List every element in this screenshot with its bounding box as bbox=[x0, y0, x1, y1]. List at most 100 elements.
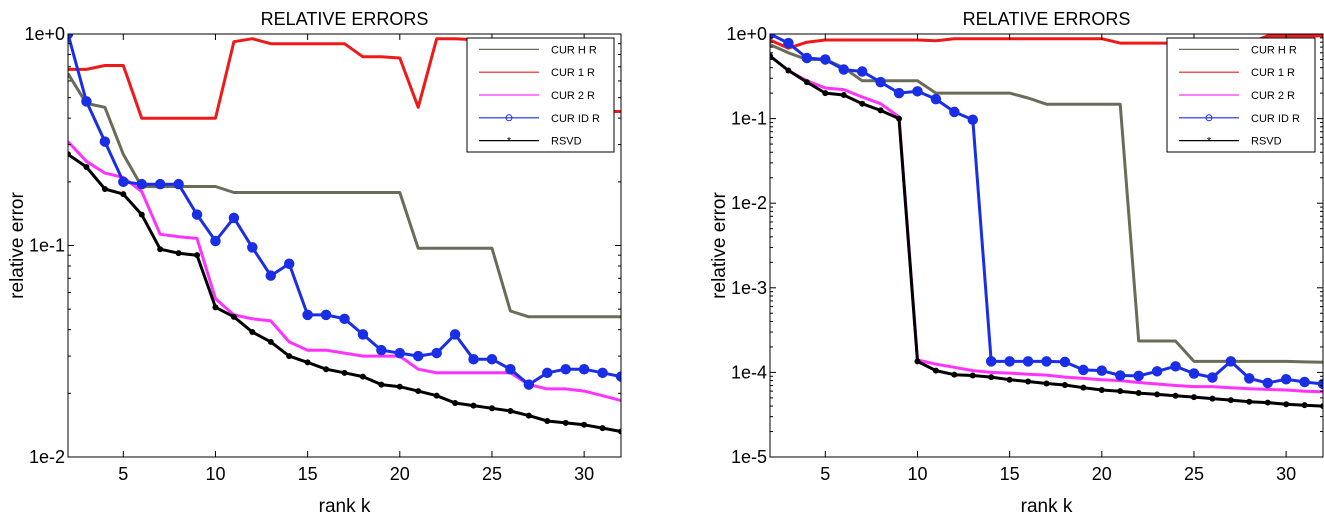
legend: CUR H R CUR 1 R CUR 2 R CUR ID R * RSVD bbox=[1166, 37, 1316, 153]
legend-label: CUR ID R bbox=[551, 113, 600, 125]
data-point bbox=[801, 52, 813, 64]
data-point bbox=[1227, 397, 1234, 404]
legend-label: RSVD bbox=[1251, 136, 1282, 148]
data-point bbox=[230, 313, 237, 320]
data-point bbox=[1244, 373, 1255, 384]
x-tick-label: 25 bbox=[1184, 464, 1204, 484]
data-point bbox=[578, 363, 590, 375]
data-point bbox=[359, 373, 366, 380]
data-point bbox=[157, 246, 164, 253]
chart-panel-2: RELATIVE ERRORS 5 10 15 20 25 30 1e-5 1e-4 1e-3 1e… bbox=[709, 9, 1324, 517]
data-point bbox=[618, 428, 621, 435]
y-tick-label: 1e-4 bbox=[731, 362, 767, 382]
x-tick-label: 10 bbox=[205, 464, 225, 484]
x-axis-label: rank k bbox=[1021, 496, 1073, 517]
x-tick-label: 15 bbox=[298, 464, 318, 484]
data-point bbox=[1151, 366, 1163, 377]
plot-area bbox=[770, 34, 1323, 410]
x-tick-label: 30 bbox=[574, 464, 594, 484]
data-point bbox=[194, 252, 201, 259]
data-point bbox=[1080, 384, 1087, 391]
data-point bbox=[138, 211, 145, 218]
data-point bbox=[914, 358, 921, 365]
data-point bbox=[1225, 356, 1237, 367]
data-point bbox=[770, 52, 773, 59]
data-point bbox=[302, 309, 313, 321]
data-point bbox=[1041, 356, 1052, 367]
data-point bbox=[1135, 390, 1142, 397]
y-tick-label: 1e-1 bbox=[731, 109, 767, 129]
data-point bbox=[304, 359, 311, 366]
data-point bbox=[118, 176, 129, 188]
data-point bbox=[988, 374, 995, 381]
data-point bbox=[212, 304, 219, 311]
data-point bbox=[1317, 378, 1323, 390]
data-point bbox=[247, 242, 258, 253]
data-point bbox=[1299, 376, 1310, 388]
x-axis-label: rank k bbox=[319, 496, 371, 517]
data-point bbox=[449, 329, 461, 340]
data-point bbox=[1301, 402, 1308, 409]
data-point bbox=[267, 338, 274, 345]
data-point bbox=[525, 412, 532, 419]
data-point bbox=[210, 235, 221, 247]
data-point bbox=[191, 209, 203, 220]
data-point bbox=[859, 100, 866, 107]
y-tick-label: 1e+0 bbox=[24, 24, 65, 44]
legend-entry: CUR H R bbox=[479, 44, 597, 56]
data-point bbox=[120, 191, 127, 198]
y-tick-label: 1e-3 bbox=[731, 278, 767, 298]
legend-label: CUR H R bbox=[1251, 44, 1297, 56]
data-point bbox=[339, 313, 350, 325]
x-tick-label: 25 bbox=[482, 464, 502, 484]
x-tick-label: 30 bbox=[1276, 464, 1296, 484]
data-point bbox=[932, 367, 939, 374]
data-point bbox=[544, 417, 551, 424]
data-point bbox=[452, 400, 459, 407]
data-point bbox=[486, 353, 498, 365]
data-point bbox=[581, 421, 588, 428]
y-tick-label: 1e+0 bbox=[726, 24, 767, 44]
series-line bbox=[68, 153, 621, 433]
data-point bbox=[357, 329, 369, 340]
data-point bbox=[985, 356, 997, 367]
legend-label: CUR 1 R bbox=[551, 67, 595, 79]
data-point bbox=[323, 366, 330, 373]
legend-entry: CUR 2 R bbox=[479, 90, 595, 102]
data-point bbox=[431, 347, 442, 359]
data-point bbox=[468, 353, 479, 365]
data-point bbox=[949, 106, 960, 118]
data-point bbox=[1154, 391, 1161, 398]
data-point bbox=[560, 363, 571, 375]
data-point bbox=[542, 367, 553, 379]
data-point bbox=[341, 369, 348, 376]
data-point bbox=[1133, 370, 1144, 382]
data-point bbox=[783, 37, 794, 49]
legend-marker bbox=[1205, 114, 1213, 122]
data-point bbox=[249, 328, 256, 335]
data-point bbox=[228, 212, 240, 224]
data-point bbox=[1190, 394, 1197, 401]
data-point bbox=[896, 115, 903, 122]
data-point bbox=[1004, 356, 1015, 367]
series-rsvd bbox=[770, 52, 1323, 410]
y-axis-label: relative error bbox=[709, 192, 730, 299]
data-point bbox=[803, 79, 810, 86]
y-axis-label: relative error bbox=[7, 192, 28, 299]
data-point bbox=[856, 66, 868, 77]
data-point bbox=[1280, 373, 1292, 385]
data-point bbox=[175, 250, 182, 257]
series-cur-2-r bbox=[68, 140, 621, 402]
series-cur-id-r bbox=[770, 34, 1323, 390]
data-point bbox=[154, 178, 166, 190]
data-point bbox=[875, 76, 886, 88]
data-point bbox=[893, 87, 905, 99]
data-point bbox=[930, 93, 942, 105]
x-tick-label: 15 bbox=[1000, 464, 1020, 484]
data-point bbox=[81, 96, 92, 107]
data-point bbox=[376, 344, 387, 356]
y-tick-label: 1e-2 bbox=[29, 447, 65, 467]
legend-entry: CUR 1 R bbox=[1179, 67, 1295, 79]
data-point bbox=[562, 419, 569, 426]
data-point bbox=[283, 258, 295, 269]
